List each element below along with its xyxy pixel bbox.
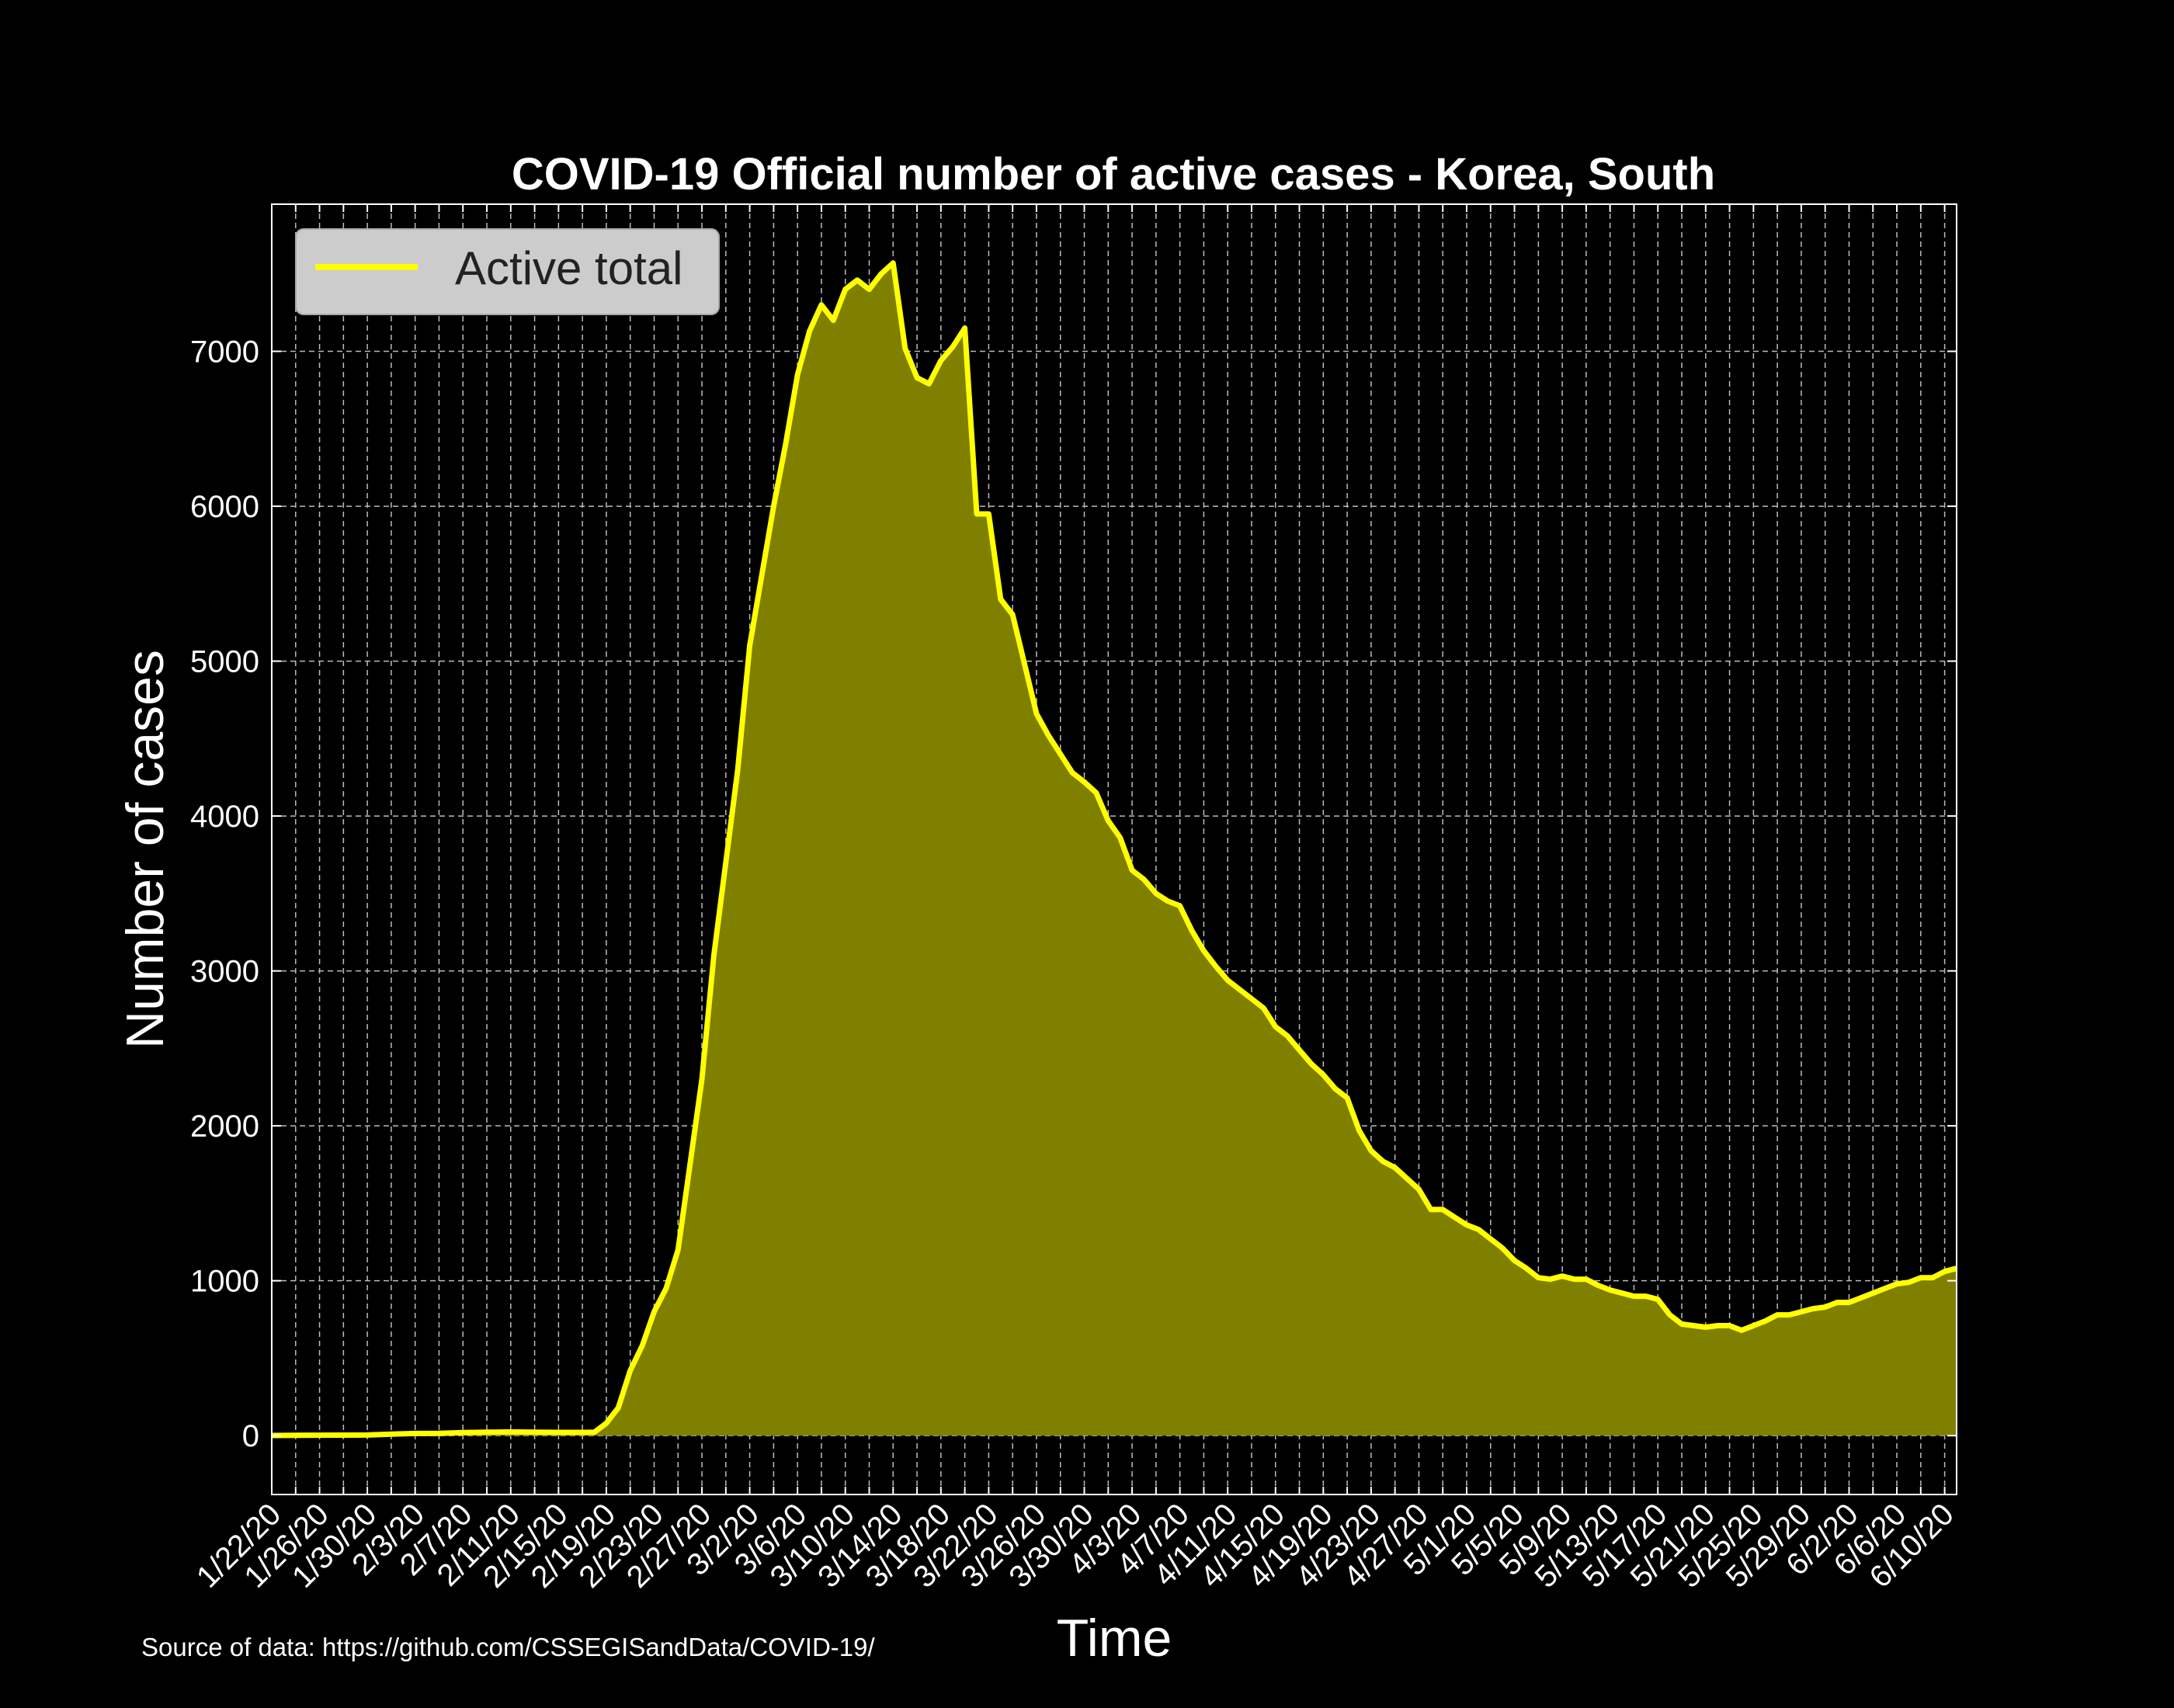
series-area-active-total bbox=[272, 262, 1957, 1436]
y-tick-label: 3000 bbox=[190, 955, 259, 989]
y-tick-label: 1000 bbox=[190, 1265, 259, 1299]
series-line-active-total bbox=[271, 260, 1957, 1439]
legend: Active total bbox=[295, 228, 720, 315]
x-axis-label: Time bbox=[1057, 1609, 1172, 1668]
legend-label: Active total bbox=[455, 242, 682, 294]
y-tick-label: 2000 bbox=[190, 1109, 259, 1144]
y-tick-label: 4000 bbox=[190, 800, 259, 834]
legend-box bbox=[295, 228, 720, 315]
plot-area bbox=[271, 260, 1957, 1439]
y-tick-label: 7000 bbox=[190, 335, 259, 370]
y-tick-label: 6000 bbox=[190, 490, 259, 524]
y-axis-label: Number of cases bbox=[116, 650, 175, 1049]
x-axis: 1/22/201/26/201/30/202/3/202/7/202/11/20… bbox=[190, 204, 1960, 1595]
plot-frame bbox=[271, 203, 1957, 1495]
y-axis: 0 1000 2000 3000 4000 5000 6000 7000 bbox=[190, 335, 1957, 1453]
y-tick-label: 5000 bbox=[190, 645, 259, 679]
y-tick-label: 0 bbox=[242, 1419, 259, 1453]
source-note: Source of data: https://github.com/CSSEG… bbox=[141, 1633, 875, 1661]
chart-title: COVID-19 Official number of active cases… bbox=[512, 149, 1715, 200]
